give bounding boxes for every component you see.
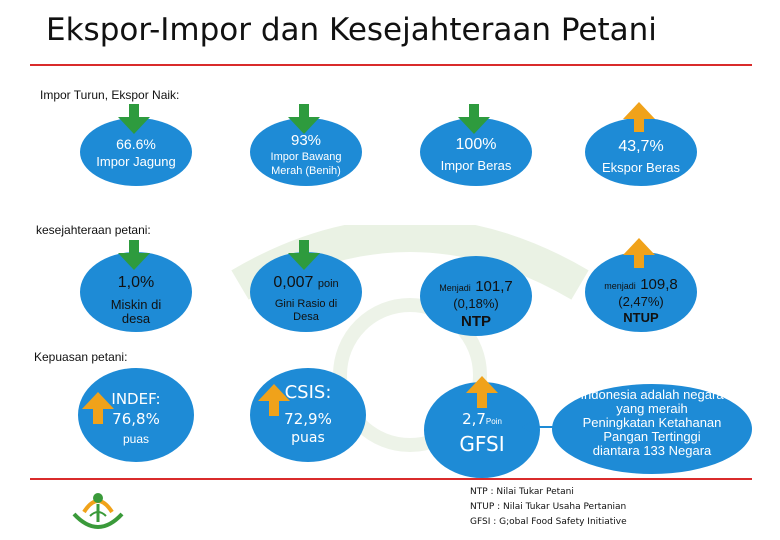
section-label-trade: Impor Turun, Ekspor Naik: [40, 88, 180, 102]
info-line: Indonesia adalah negara [580, 387, 724, 402]
value-text: 43,7% [618, 138, 664, 155]
footnote: GFSI : G;obal Food Safety Initiative [470, 517, 627, 527]
prefix-text: menjadi [604, 281, 636, 291]
down-arrow-icon [118, 240, 150, 270]
footnote: NTUP : Nilai Tukar Usaha Pertanian [470, 502, 627, 512]
down-arrow-icon [288, 104, 320, 134]
info-line: diantara 133 Negara [592, 443, 712, 458]
label-text: Merah (Benih) [271, 165, 341, 177]
footnote: NTP : Nilai Tukar Petani [470, 487, 574, 497]
welfare-card-gini: 0,007 poin Gini Rasio di Desa [250, 252, 362, 332]
label-text: Miskin di [110, 297, 162, 312]
down-arrow-icon [118, 104, 150, 134]
up-arrow-icon [623, 102, 655, 132]
ministry-logo-icon [72, 493, 124, 529]
value-row: 0,007 poin [250, 274, 362, 292]
info-box: Indonesia adalah negara yang meraih Peni… [552, 384, 752, 474]
unit-text: poin [317, 278, 339, 290]
label-text: Ekspor Beras [601, 160, 681, 175]
value-row: 2,7Poin [424, 410, 540, 429]
label-text: Desa [293, 311, 319, 323]
value-text: 2,7 [462, 410, 486, 428]
value-row: Menjadi 101,7 [420, 278, 532, 296]
label-text: Gini Rasio di [274, 298, 338, 310]
welfare-card-ntp: Menjadi 101,7 (0,18%) NTP [420, 256, 532, 336]
label-text: Impor Bawang [270, 151, 342, 163]
value-text: 93% [290, 132, 322, 149]
trade-card-rice-import: 100% Impor Beras [420, 118, 532, 186]
value-text: 76,8% [112, 410, 160, 428]
label-text: NTUP [623, 310, 659, 325]
info-line: yang meraih [616, 401, 688, 416]
up-arrow-icon [258, 384, 290, 416]
down-arrow-icon [288, 240, 320, 270]
title-rule [30, 64, 752, 66]
value-text: 101,7 [475, 278, 513, 295]
section-label-satisfaction: Kepuasan petani: [34, 350, 128, 364]
satisfaction-card-indef: INDEF: 76,8% puas [78, 368, 194, 462]
label-text: Impor Jagung [96, 154, 176, 169]
up-arrow-icon [82, 392, 114, 424]
value-text: 1,0% [117, 274, 155, 291]
name-text: GFSI [459, 432, 505, 456]
up-arrow-icon [623, 238, 655, 268]
change-text: (0,18%) [453, 296, 499, 311]
up-arrow-icon [466, 376, 498, 408]
value-row: menjadi 109,8 [585, 276, 697, 294]
down-arrow-icon [458, 104, 490, 134]
change-text: (2,47%) [618, 294, 664, 309]
value-text: 100% [455, 136, 497, 153]
value-text: 66.6% [116, 136, 156, 152]
name-text: INDEF: [111, 390, 161, 408]
footer-rule [30, 478, 752, 480]
value-text: 109,8 [640, 276, 678, 293]
name-text: CSIS: [284, 382, 332, 403]
label-text: Impor Beras [440, 158, 512, 173]
label-text: puas [122, 432, 150, 446]
unit-text: Poin [485, 417, 502, 426]
info-line: Peningkatan Ketahanan [582, 415, 722, 430]
label-text: puas [291, 430, 325, 446]
value-text: 0,007 [273, 274, 314, 291]
prefix-text: Menjadi [439, 283, 471, 293]
value-text: 72,9% [284, 410, 332, 428]
info-line: Pangan Tertinggi [603, 429, 701, 444]
section-label-welfare: kesejahteraan petani: [36, 223, 151, 237]
page-title: Ekspor-Impor dan Kesejahteraan Petani [46, 12, 657, 48]
label-text: desa [121, 311, 151, 326]
label-text: NTP [461, 313, 491, 330]
